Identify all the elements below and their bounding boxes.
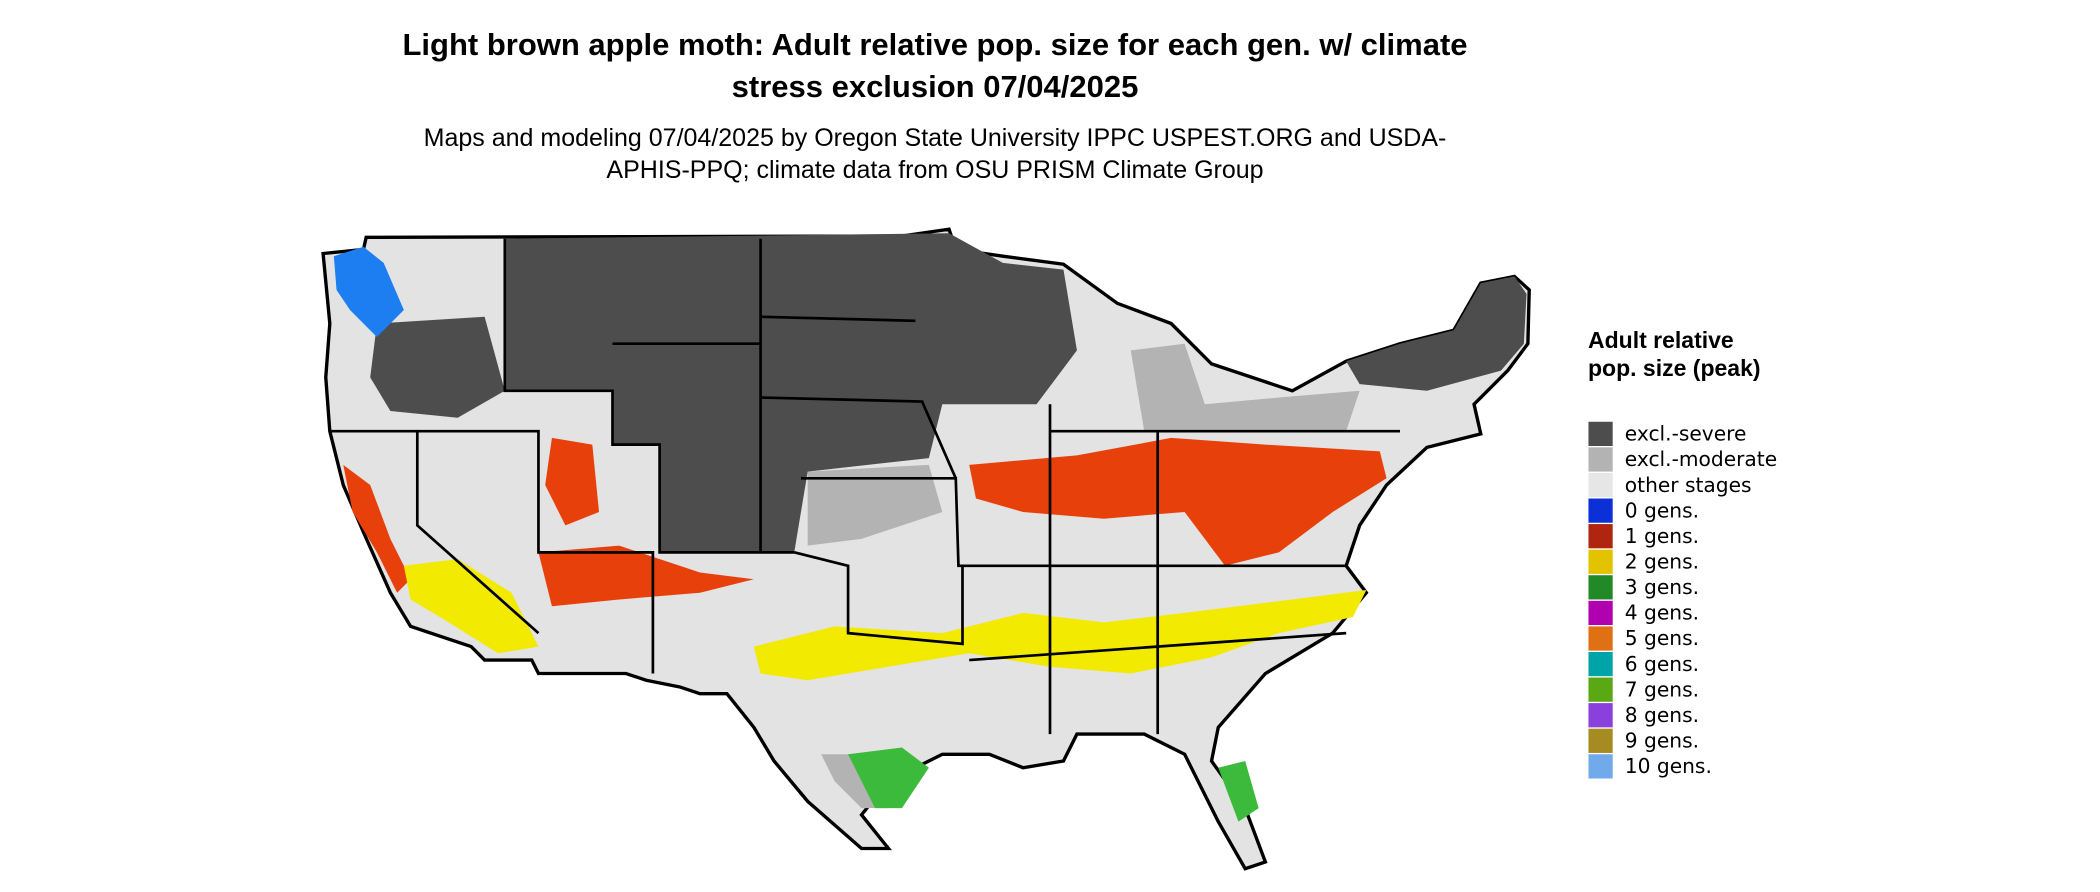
legend-label: excl.-severe	[1625, 422, 1747, 446]
state-border	[760, 315, 916, 323]
legend-swatch	[1588, 728, 1613, 753]
legend-swatch	[1588, 754, 1613, 779]
legend-label: 5 gens.	[1625, 626, 1699, 650]
legend-swatch	[1588, 421, 1613, 446]
two-gen-region	[753, 590, 1367, 681]
state-border	[969, 631, 1347, 662]
legend-label: 0 gens.	[1625, 498, 1699, 522]
legend-swatch	[1588, 600, 1613, 626]
state-border	[503, 238, 795, 554]
severe-region	[370, 316, 505, 418]
moderate-region	[807, 464, 943, 546]
three-gen-region	[1218, 761, 1259, 822]
legend-swatch	[1588, 575, 1613, 600]
legend-swatch	[1588, 498, 1613, 523]
legend-swatch	[1588, 651, 1613, 677]
legend-label: 2 gens.	[1625, 550, 1699, 574]
state-border	[760, 396, 958, 479]
one-gen-region	[545, 437, 600, 526]
legend-label: excl.-moderate	[1625, 447, 1777, 471]
legend-label: 4 gens.	[1625, 601, 1699, 625]
legend-label: 10 gens.	[1625, 754, 1712, 778]
legend-label: 3 gens.	[1625, 575, 1699, 599]
moderate-region	[1130, 343, 1360, 432]
legend-swatch	[1588, 472, 1613, 498]
state-border	[800, 476, 1347, 568]
legend-swatch	[1588, 677, 1613, 702]
legend-title: Adult relative pop. size (peak)	[1588, 327, 1761, 381]
title: Light brown apple moth: Adult relative p…	[402, 27, 1468, 104]
legend-label: 6 gens.	[1625, 652, 1699, 676]
legend-swatch	[1588, 626, 1613, 651]
legend-label: 9 gens.	[1625, 729, 1699, 753]
legend-swatch	[1588, 524, 1613, 549]
severe-region	[504, 233, 1077, 553]
legend-label: 8 gens.	[1625, 703, 1699, 727]
one-gen-region	[538, 545, 754, 607]
one-gen-region	[343, 464, 411, 593]
one-gen-region	[969, 437, 1387, 566]
state-border	[793, 551, 964, 646]
legend-swatch	[1588, 447, 1613, 472]
legend-swatch	[1588, 703, 1613, 728]
state-border	[329, 429, 540, 635]
legend-swatch	[1588, 549, 1613, 574]
state-border	[417, 429, 655, 674]
legend-label: 1 gens.	[1625, 524, 1699, 548]
severe-region	[1346, 276, 1527, 391]
subtitle: Maps and modeling 07/04/2025 by Oregon S…	[423, 124, 1447, 184]
two-gen-region	[403, 559, 539, 654]
zero-gen-region	[333, 246, 404, 337]
legend-label: 7 gens.	[1625, 677, 1699, 701]
legend-label: other stages	[1625, 473, 1752, 497]
three-gen-region	[848, 747, 929, 809]
